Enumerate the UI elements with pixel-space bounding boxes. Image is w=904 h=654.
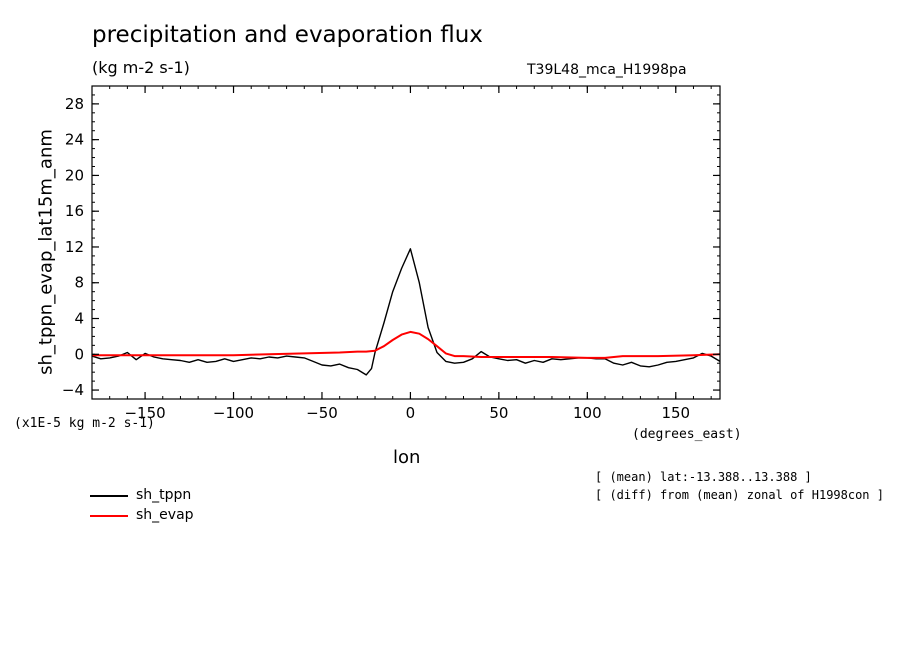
y-tick-label: 8 [74,274,84,292]
x-tick-label: 0 [406,404,416,422]
legend-swatch-sh-tppn [90,495,128,497]
x-tick-label: −50 [306,404,338,422]
chart-title: precipitation and evaporation flux [92,22,483,48]
y-tick-label: 12 [65,238,84,256]
y-tick-label: 16 [65,202,84,220]
y-tick-label: 28 [65,95,84,113]
y-tick-label: −4 [62,381,84,399]
y-scale-note: (x1E-5 kg m-2 s-1) [14,416,155,431]
note-diff: [ (diff) from (mean) zonal of H1998con ] [595,488,884,502]
legend-label-sh-tppn: sh_tppn [136,487,192,503]
x-tick-label: 100 [573,404,602,422]
y-tick-label: 20 [65,166,84,184]
x-tick-label: 50 [489,404,508,422]
series-line-sh-evap [92,330,721,359]
legend-label-sh-evap: sh_evap [136,507,194,523]
x-axis-label: lon [393,447,421,468]
legend-swatch-sh-evap [90,515,128,517]
chart-subtitle-units: (kg m-2 s-1) [92,58,190,77]
run-label: T39L48_mca_H1998pa [527,62,687,78]
x-axis-units: (degrees_east) [632,427,742,442]
y-tick-label: 4 [74,310,84,328]
y-tick-label: 24 [65,131,84,149]
x-tick-label: −100 [213,404,254,422]
x-tick-label: 150 [661,404,690,422]
x-tick-label: −150 [124,404,165,422]
y-tick-label: 0 [74,345,84,363]
note-mean-lat: [ (mean) lat:-13.388..13.388 ] [595,470,812,484]
series-line-sh-tppn [91,248,721,376]
plot-frame [91,85,721,400]
